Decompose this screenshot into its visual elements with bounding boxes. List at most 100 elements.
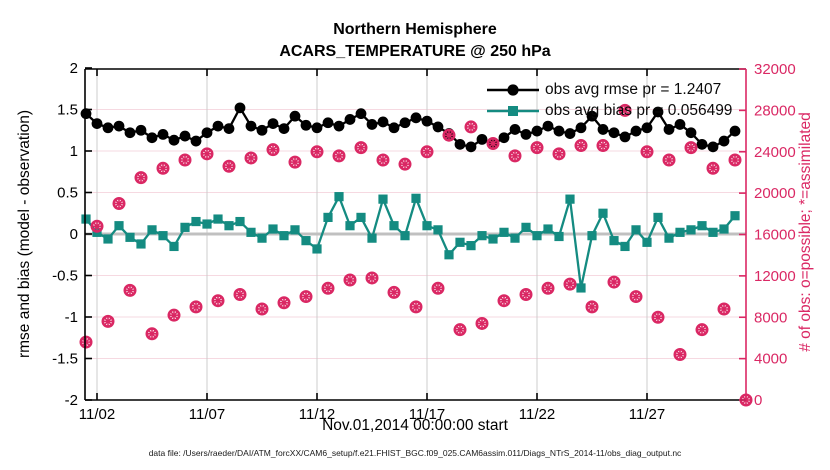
obs-count-marker [321, 281, 335, 295]
y-left-tick-label: -2 [65, 392, 78, 409]
y-right-tick-label: 20000 [754, 185, 796, 202]
y-right-tick-label: 4000 [754, 351, 787, 368]
y-left-tick-label: -0.5 [52, 268, 78, 285]
tick-labels: 2 1.5 1 0.5 0 -0.5 -1 -1.5 -2 32000 28000 24000 2000… [52, 60, 796, 423]
obs-count-marker [156, 161, 170, 175]
obs-count-marker [277, 296, 291, 310]
obs-count-marker [365, 271, 379, 285]
obs-count-marker [112, 196, 126, 210]
y-right-tick-label: 28000 [754, 102, 796, 119]
y-right-tick-label: 16000 [754, 227, 796, 244]
obs-count-marker [376, 153, 390, 167]
obs-count-marker [145, 327, 159, 341]
legend-rmse-label: obs avg rmse pr = 1.2407 [545, 80, 722, 98]
obs-count-marker [288, 155, 302, 169]
y-left-tick-label: -1 [65, 309, 78, 326]
legend-item-rmse: obs avg rmse pr = 1.2407 [487, 79, 732, 100]
obs-count-marker [244, 151, 258, 165]
obs-count-marker [387, 285, 401, 299]
y-left-tick-label: 0.5 [57, 185, 78, 202]
obs-count-marker [255, 302, 269, 316]
obs-count-marker [266, 143, 280, 157]
obs-count-marker [475, 316, 489, 330]
legend-bias-marker-icon [487, 105, 539, 116]
legend-rmse-marker-icon [487, 83, 539, 96]
obs-count-marker [222, 159, 236, 173]
obs-count-marker [640, 145, 654, 159]
obs-count-marker [662, 153, 676, 167]
rmse-series [80, 102, 741, 153]
obs-count-marker [299, 290, 313, 304]
obs-count-marker [629, 290, 643, 304]
obs-count-marker [431, 281, 445, 295]
obs-count-marker [607, 275, 621, 289]
obs-count-marker [420, 145, 434, 159]
y-left-tick-label: 0 [70, 226, 78, 243]
obs-count-marker [343, 273, 357, 287]
y-right-tick-label: 32000 [754, 61, 796, 78]
obs-count-marker [233, 287, 247, 301]
obs-count-marker [79, 335, 93, 349]
y-right-tick-label: 8000 [754, 309, 787, 326]
obs-count-marker [200, 147, 214, 161]
x-tick-label: 11/17 [409, 406, 445, 423]
obs-count-marker [211, 294, 225, 308]
obs-count-marker [618, 103, 632, 117]
obs-count-marker [552, 147, 566, 161]
y-left-tick-label: -1.5 [52, 351, 78, 368]
obs-count-marker [178, 153, 192, 167]
plot-title: Northern Hemisphere ACARS_TEMPERATURE @ … [0, 19, 830, 63]
legend-item-bias: obs avg bias pr = 0.056499 [487, 100, 732, 121]
obs-count-marker [167, 308, 181, 322]
obs-count-marker [486, 136, 500, 150]
obs-count-marker [453, 323, 467, 337]
obs-count-marker [585, 300, 599, 314]
obs-count-marker [354, 141, 368, 155]
obs-count-marker [596, 139, 610, 153]
obs-count-marker [541, 281, 555, 295]
y-right-tick-label: 12000 [754, 268, 796, 285]
obs-count-marker [717, 302, 731, 316]
obs-count-marker [673, 347, 687, 361]
obs-count-marker [574, 139, 588, 153]
obs-count-marker [464, 120, 478, 134]
obs-count-marker [134, 171, 148, 185]
y-right-tick-label: 24000 [754, 144, 796, 161]
obs-count-marker [530, 141, 544, 155]
obs-count-marker [706, 161, 720, 175]
x-tick-label: 11/27 [629, 406, 665, 423]
legend: obs avg rmse pr = 1.2407 obs avg bias pr… [487, 79, 732, 121]
y-right-tick-label: 0 [754, 392, 762, 409]
x-tick-label: 11/12 [299, 406, 335, 423]
obs-count-marker [497, 294, 511, 308]
x-tick-label: 11/07 [189, 406, 225, 423]
obs-count-marker [101, 314, 115, 328]
y-axis-label-left: rmse and bias (model - observation) [16, 109, 33, 359]
x-axis-label: Nov.01,2014 00:00:00 start [322, 417, 508, 434]
obs-count-marker [398, 157, 412, 171]
obs-count-marker [409, 300, 423, 314]
y-axis-label-right: # of obs: o=possible; *=assimilated [797, 112, 814, 352]
obs-count-marker [695, 323, 709, 337]
obs-count-marker [123, 283, 137, 297]
obs-count-marker [519, 287, 533, 301]
legend-bias-label: obs avg bias pr = 0.056499 [545, 101, 733, 119]
obs-count-marker [90, 219, 104, 233]
obs-count-marker [310, 145, 324, 159]
plot-title-line2: ACARS_TEMPERATURE @ 250 hPa [279, 43, 551, 60]
obs-count-marker [508, 149, 522, 163]
obs-count-marker [563, 277, 577, 291]
obs-count-marker [442, 128, 456, 142]
y-left-tick-label: 1.5 [57, 102, 78, 119]
y-left-tick-label: 1 [70, 143, 78, 160]
obs-count-marker [728, 153, 742, 167]
data-file-note: data file: /Users/raeder/DAI/ATM_forcXX/… [148, 448, 682, 458]
x-tick-label: 11/22 [519, 406, 555, 423]
obs-count-marker [332, 149, 346, 163]
plot-title-line1: Northern Hemisphere [333, 21, 497, 38]
y-left-tick-label: 2 [70, 60, 78, 77]
obs-count-marker [651, 310, 665, 324]
bias-series [81, 192, 740, 293]
